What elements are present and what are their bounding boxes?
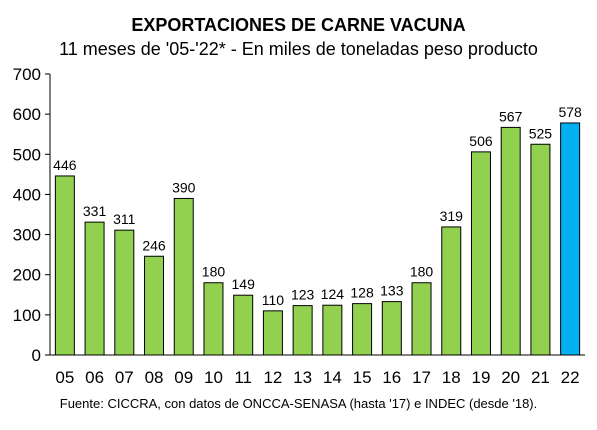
bar-18: [441, 226, 462, 356]
data-label-18: 319: [440, 208, 464, 224]
data-label-16: 133: [380, 283, 404, 299]
x-tick-label-17: 17: [412, 368, 431, 387]
bar-08: [144, 255, 165, 356]
data-label-14: 124: [321, 286, 345, 302]
y-tick-label: 400: [13, 185, 41, 204]
x-tick-label-16: 16: [382, 368, 401, 387]
x-tick-label-06: 06: [85, 368, 104, 387]
bar-15: [352, 303, 373, 356]
x-tick-label-15: 15: [353, 368, 372, 387]
data-label-15: 128: [350, 285, 374, 301]
data-label-09: 390: [172, 179, 196, 195]
bars: [54, 122, 581, 356]
bar-22: [560, 122, 581, 356]
data-label-20: 567: [499, 108, 523, 124]
data-label-21: 525: [529, 125, 553, 141]
x-tick-label-22: 22: [561, 368, 580, 387]
data-label-08: 246: [142, 237, 166, 253]
y-tick-label: 100: [13, 306, 41, 325]
x-tick-label-14: 14: [323, 368, 342, 387]
data-label-17: 180: [410, 264, 434, 280]
y-tick-label: 500: [13, 145, 41, 164]
x-tick-label-09: 09: [174, 368, 193, 387]
data-label-05: 446: [53, 157, 77, 173]
data-label-22: 578: [558, 104, 582, 120]
data-label-06: 331: [83, 203, 107, 219]
y-tick-label: 0: [32, 346, 41, 365]
bar-09: [173, 197, 194, 356]
x-tick-label-10: 10: [204, 368, 223, 387]
bar-07: [114, 229, 135, 356]
y-axis: 0 100 200 300 400 500 600 700: [13, 65, 51, 365]
data-label-13: 123: [291, 287, 315, 303]
bar-20: [500, 126, 521, 356]
bar-10: [203, 282, 224, 356]
bar-14: [322, 304, 343, 356]
y-tick-label: 600: [13, 105, 41, 124]
data-label-19: 506: [469, 133, 493, 149]
data-label-12: 110: [262, 292, 285, 308]
data-label-11: 149: [232, 276, 256, 292]
x-axis: 05 06 07 08 09 10 11 12 13 14 15 16 17 18 19 20 21 22: [50, 354, 585, 387]
chart-title: EXPORTACIONES DE CARNE VACUNA: [131, 15, 466, 35]
x-tick-label-11: 11: [234, 368, 252, 387]
bar-13: [292, 305, 313, 356]
bar-11: [233, 294, 254, 356]
bar-17: [411, 282, 432, 356]
y-tick-label: 200: [13, 266, 41, 285]
data-label-07: 311: [113, 211, 136, 227]
bar-19: [470, 151, 491, 356]
data-label-10: 180: [202, 264, 226, 280]
bar-16: [381, 301, 402, 356]
y-tick-label: 700: [13, 65, 41, 84]
x-tick-label-21: 21: [531, 368, 550, 387]
bar-06: [84, 221, 105, 356]
x-tick-label-20: 20: [501, 368, 520, 387]
bar-05: [54, 175, 75, 356]
x-tick-label-19: 19: [472, 368, 491, 387]
chart-subtitle: 11 meses de '05-'22* - En miles de tonel…: [59, 39, 538, 59]
x-tick-label-08: 08: [145, 368, 164, 387]
x-tick-label-13: 13: [293, 368, 312, 387]
data-labels: 446 331 311 246 390 180 149 110 123 124 128 133 180 3…: [53, 104, 582, 308]
x-tick-label-05: 05: [55, 368, 74, 387]
bar-21: [530, 143, 551, 356]
x-tick-label-07: 07: [115, 368, 134, 387]
bar-12: [262, 310, 283, 356]
x-tick-label-12: 12: [263, 368, 282, 387]
source-note: Fuente: CICCRA, con datos de ONCCA-SENAS…: [59, 396, 538, 411]
y-tick-label: 300: [13, 226, 41, 245]
x-tick-label-18: 18: [442, 368, 461, 387]
